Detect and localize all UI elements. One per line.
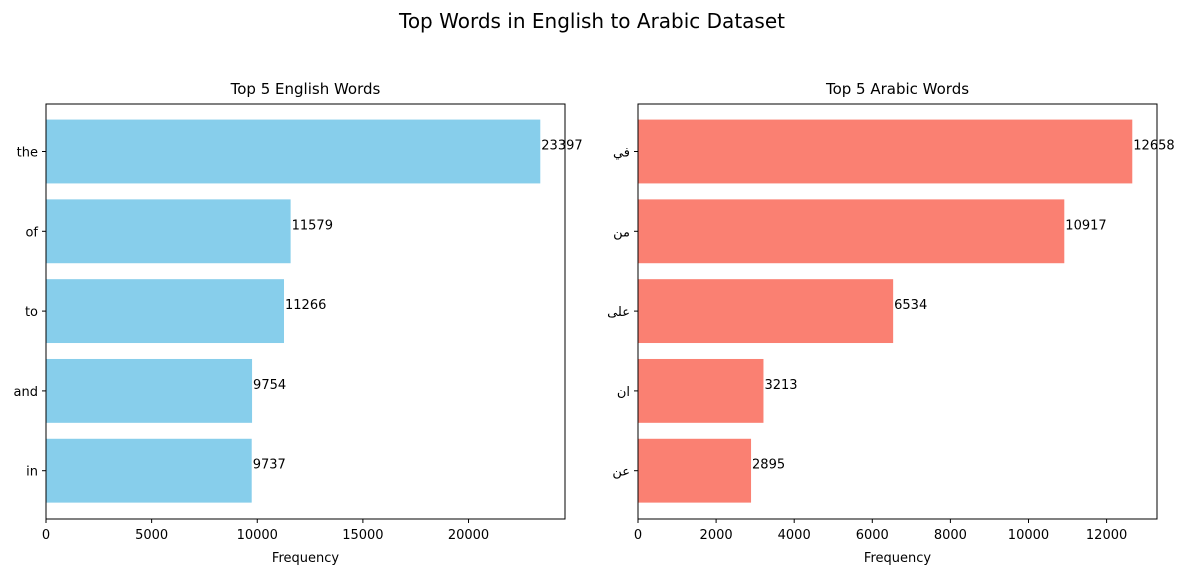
data-label: 9754 — [253, 378, 286, 393]
x-tick-label: 5000 — [135, 528, 168, 543]
y-tick-label: على — [607, 305, 630, 320]
y-tick-label: in — [26, 465, 38, 480]
bar-1 — [46, 199, 291, 264]
y-tick-label: of — [25, 225, 38, 240]
data-label: 11579 — [292, 218, 333, 233]
data-label: 12658 — [1133, 139, 1174, 154]
data-label: 10917 — [1065, 218, 1106, 233]
x-tick-label: 15000 — [342, 528, 383, 543]
data-label: 9737 — [253, 458, 286, 473]
x-tick-label: 2000 — [700, 528, 733, 543]
bar-2 — [46, 279, 285, 344]
data-label: 23397 — [541, 139, 582, 154]
x-tick-label: 10000 — [237, 528, 278, 543]
y-tick-label: the — [17, 146, 38, 161]
arabic-words-chart: Top 5 Arabic Words في 12658 من 10917 على 6534 ا… — [607, 80, 1175, 566]
x-tick-label: 0 — [634, 528, 642, 543]
y-tick-label: and — [14, 385, 38, 400]
bar-3 — [638, 358, 764, 423]
english-words-chart: Top 5 English Words the 23397 of 11579 to 1126… — [14, 80, 583, 566]
bar-4 — [46, 438, 252, 503]
bar-3 — [46, 358, 253, 423]
bar-2 — [638, 279, 894, 344]
x-tick-label: 6000 — [856, 528, 889, 543]
y-tick-label: في — [613, 146, 630, 161]
y-tick-label: عن — [612, 465, 630, 480]
x-tick-label: 10000 — [1008, 528, 1049, 543]
data-label: 3213 — [764, 378, 797, 393]
x-tick-label: 20000 — [448, 528, 489, 543]
x-axis-label: Frequency — [272, 551, 339, 566]
axes-frame — [637, 103, 1158, 520]
x-tick-label: 0 — [42, 528, 50, 543]
axes-title: Top 5 Arabic Words — [825, 80, 969, 98]
x-tick-label: 4000 — [778, 528, 811, 543]
axes-frame — [45, 103, 566, 520]
x-axis-label: Frequency — [864, 551, 931, 566]
figure-title: Top Words in English to Arabic Dataset — [398, 9, 785, 33]
axes-title: Top 5 English Words — [230, 80, 381, 98]
data-label: 6534 — [894, 298, 927, 313]
bar-1 — [638, 199, 1065, 264]
bar-4 — [638, 438, 752, 503]
bar-0 — [638, 119, 1133, 184]
data-label: 11266 — [285, 298, 326, 313]
y-tick-label: من — [613, 225, 630, 240]
data-label: 2895 — [752, 458, 785, 473]
y-tick-label: ان — [617, 385, 630, 400]
y-tick-label: to — [25, 305, 38, 320]
x-tick-label: 12000 — [1086, 528, 1127, 543]
x-tick-label: 8000 — [934, 528, 967, 543]
bar-0 — [46, 119, 541, 184]
